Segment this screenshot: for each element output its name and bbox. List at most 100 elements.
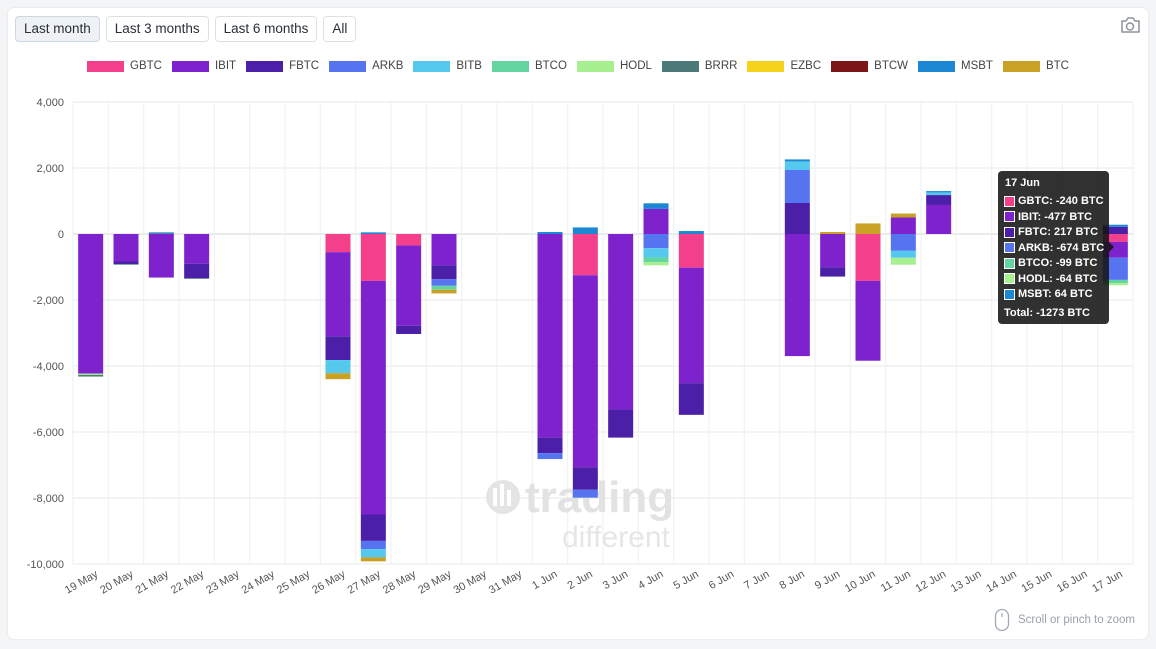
bar-fbtc-9-jun[interactable] [820,267,846,277]
bar-msbt-12-jun[interactable] [926,191,952,193]
bar-fbtc-2-jun[interactable] [572,467,598,490]
bar-bitb-27-may[interactable] [360,549,386,558]
bar-ibit-12-jun[interactable] [926,204,952,234]
bar-btc-26-may[interactable] [325,373,351,380]
range-tab-last-6-months[interactable]: Last 6 months [214,16,318,42]
bar-ibit-1-jun[interactable] [537,234,563,438]
bar-hodl-4-jun[interactable] [643,262,669,266]
legend-item-bitb[interactable]: BITB [413,60,482,72]
bar-gbtc-17-jun[interactable] [1102,234,1128,242]
bar-hodl-17-jun[interactable] [1102,283,1128,286]
bar-gbtc-26-may[interactable] [325,234,351,253]
camera-icon[interactable] [1119,15,1141,35]
bar-hodl-19-may[interactable] [78,373,104,375]
legend-item-hodl[interactable]: HODL [576,60,652,72]
bar-ibit-20-may[interactable] [113,234,139,262]
bar-arkb-2-jun[interactable] [572,489,598,498]
bar-msbt-2-jun[interactable] [572,227,598,234]
legend-item-gbtc[interactable]: GBTC [87,60,162,72]
bar-arkb-17-jun[interactable] [1102,257,1128,280]
legend-item-btco[interactable]: BTCO [491,60,567,72]
bar-brrr-19-may[interactable] [78,374,104,377]
bar-arkb-4-jun[interactable] [643,234,669,249]
bar-msbt-17-jun[interactable] [1102,224,1128,227]
bar-ibit-19-may[interactable] [78,234,104,374]
bar-ibit-3-jun[interactable] [608,234,634,410]
bar-fbtc-20-may[interactable] [113,261,139,265]
bar-gbtc-2-jun[interactable] [572,234,598,276]
bar-gbtc-28-may[interactable] [396,234,422,246]
bar-arkb-1-jun[interactable] [537,453,563,460]
bar-fbtc-12-jun[interactable] [926,195,952,205]
bar-btc-9-jun[interactable] [820,232,846,234]
bar-btc-29-may[interactable] [431,289,457,294]
legend-item-arkb[interactable]: ARKB [329,60,403,72]
legend-item-brrr[interactable]: BRRR [661,60,737,72]
bar-fbtc-22-may[interactable] [184,263,210,279]
legend-item-msbt[interactable]: MSBT [918,60,993,72]
bar-fbtc-3-jun[interactable] [608,409,634,438]
bar-brrr-20-may[interactable] [113,264,139,265]
bar-gbtc-27-may[interactable] [360,234,386,281]
bar-fbtc-26-may[interactable] [325,336,351,361]
bar-msbt-1-jun[interactable] [537,232,563,234]
bar-btc-27-may[interactable] [360,557,386,562]
legend-item-ibit[interactable]: IBIT [171,60,236,72]
bar-fbtc-5-jun[interactable] [678,383,704,415]
bar-fbtc-27-may[interactable] [360,514,386,541]
tooltip-row-text: ARKB: -674 BTC [1018,241,1105,254]
bar-fbtc-8-jun[interactable] [784,202,810,234]
bar-arkb-11-jun[interactable] [890,234,916,251]
bar-msbt-27-may[interactable] [360,232,386,234]
range-tab-last-3-months[interactable]: Last 3 months [105,16,209,42]
bar-arkb-8-jun[interactable] [784,169,810,203]
bar-btco-29-may[interactable] [431,285,457,290]
bar-ibit-2-jun[interactable] [572,275,598,468]
legend-item-ezbc[interactable]: EZBC [747,60,821,72]
legend-item-btc[interactable]: BTC [1002,60,1069,72]
bar-fbtc-29-may[interactable] [431,265,457,280]
range-tab-all[interactable]: All [323,16,357,42]
bar-bitb-8-jun[interactable] [784,161,810,170]
bar-ibit-29-may[interactable] [431,234,457,266]
bar-ibit-21-may[interactable] [148,234,174,278]
bar-fbtc-28-may[interactable] [396,325,422,334]
bar-bitb-12-jun[interactable] [926,192,952,196]
bar-gbtc-5-jun[interactable] [678,234,704,268]
bar-ibit-10-jun[interactable] [855,280,881,361]
bar-ibit-28-may[interactable] [396,245,422,326]
bar-brrr-21-may[interactable] [148,233,174,234]
bar-ibit-5-jun[interactable] [678,267,704,384]
bar-fbtc-17-jun[interactable] [1102,226,1128,234]
bar-msbt-8-jun[interactable] [784,159,810,162]
bar-btc-11-jun[interactable] [890,213,916,218]
bar-ibit-11-jun[interactable] [890,217,916,235]
bar-btco-4-jun[interactable] [643,257,669,263]
legend-item-btcw[interactable]: BTCW [831,60,908,72]
bar-ibit-22-may[interactable] [184,234,210,264]
bar-ibit-4-jun[interactable] [643,208,669,234]
x-tick-label: 12 Jun [914,568,949,595]
x-tick-label: 25 May [275,568,313,597]
bar-fbtc-1-jun[interactable] [537,437,563,454]
bar-msbt-4-jun[interactable] [643,203,669,209]
bar-ibit-9-jun[interactable] [820,234,846,268]
legend-swatch [1002,60,1040,72]
bar-msbt-5-jun[interactable] [678,231,704,234]
bar-arkb-29-may[interactable] [431,279,457,286]
bar-arkb-27-may[interactable] [360,540,386,550]
bar-gbtc-10-jun[interactable] [855,234,881,281]
bar-ibit-27-may[interactable] [360,280,386,515]
bar-bitb-4-jun[interactable] [643,248,669,258]
range-tab-last-month[interactable]: Last month [15,16,100,42]
bar-btco-17-jun[interactable] [1102,279,1128,284]
bar-msbt-21-may[interactable] [148,232,174,234]
bar-brrr-22-may[interactable] [184,278,210,279]
legend-item-fbtc[interactable]: FBTC [246,60,319,72]
bar-btc-10-jun[interactable] [855,223,881,234]
bar-hodl-11-jun[interactable] [890,257,916,265]
bar-bitb-11-jun[interactable] [890,250,916,258]
bar-bitb-26-may[interactable] [325,360,351,374]
bar-ibit-26-may[interactable] [325,252,351,337]
bar-ibit-8-jun[interactable] [784,234,810,357]
